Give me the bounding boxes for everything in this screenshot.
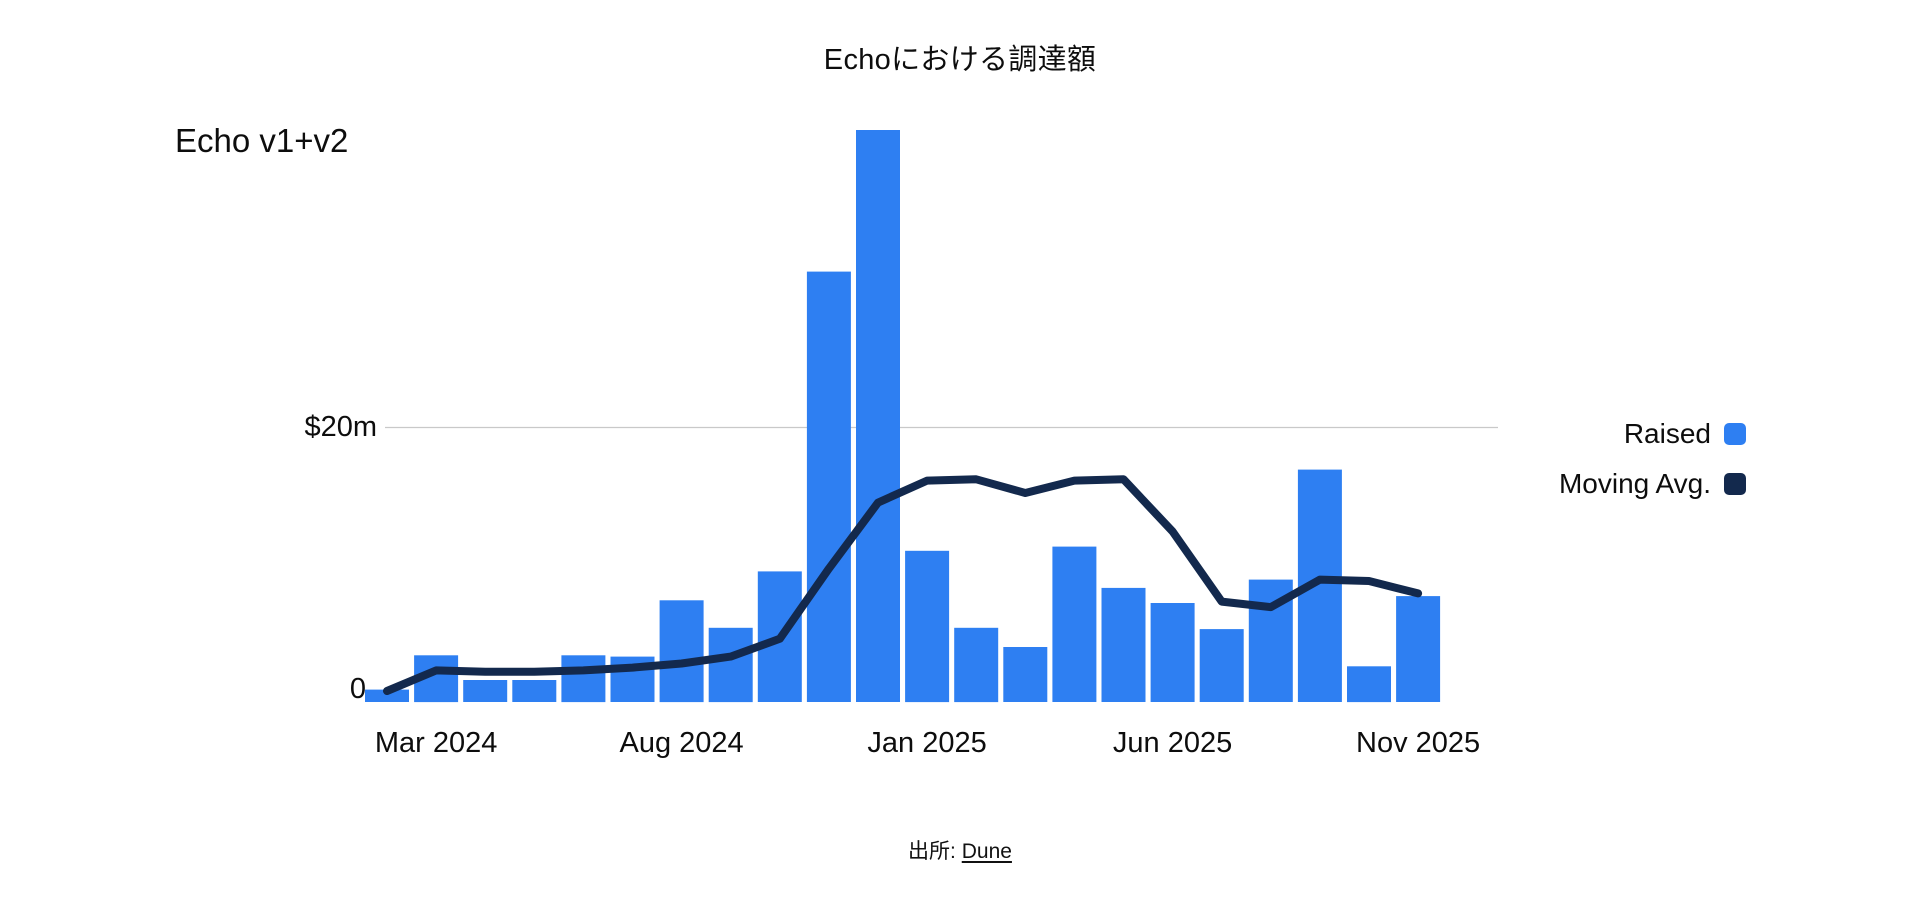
- moving-avg-line: [383, 475, 1423, 695]
- bar-oct-2025: [1347, 666, 1391, 703]
- bar-mar-2025: [1003, 647, 1048, 702]
- bar-may-2024: [512, 680, 557, 702]
- bar-dec-2024: [856, 130, 900, 702]
- bar-sep-2024: [708, 627, 753, 703]
- legend: Raised Moving Avg.: [1559, 419, 1746, 499]
- source-prefix: 出所:: [908, 840, 956, 863]
- bar-aug-2024: [659, 600, 704, 703]
- bar-may-2025: [1101, 587, 1146, 702]
- bar-apr-2024: [463, 680, 508, 702]
- y-axis-label-20m: $20m: [304, 411, 377, 443]
- bar-jun-2024: [561, 655, 606, 703]
- bar-jan-2025: [905, 550, 950, 703]
- y-axis-label-zero: 0: [349, 673, 366, 705]
- legend-item-moving-avg: Moving Avg.: [1559, 469, 1746, 499]
- chart-title: Echoにおける調達額: [823, 44, 1097, 76]
- bar-nov-2025: [1396, 596, 1441, 702]
- legend-item-raised: Raised: [1624, 419, 1746, 449]
- bar-feb-2024: [365, 689, 409, 702]
- x-axis-label-jan-2025: Jan 2025: [867, 727, 987, 759]
- legend-label-moving-avg: Moving Avg.: [1558, 468, 1711, 499]
- source-label: 出所: Dune: [0, 835, 1920, 865]
- bar-jun-2025: [1150, 603, 1195, 702]
- legend-swatch-raised: [1724, 423, 1746, 445]
- x-axis-label-nov-2025: Nov 2025: [1356, 727, 1481, 759]
- legend-label-raised: Raised: [1623, 418, 1711, 449]
- series-annotation: Echo v1+v2: [175, 122, 349, 159]
- bar-jul-2025: [1199, 629, 1244, 702]
- x-axis-label-aug-2024: Aug 2024: [619, 727, 744, 759]
- bar-apr-2025: [1052, 546, 1097, 702]
- bar-nov-2024: [806, 271, 851, 702]
- bar-feb-2025: [954, 627, 999, 703]
- x-axis-label-jun-2025: Jun 2025: [1112, 727, 1233, 759]
- source-link-dune[interactable]: Dune: [961, 840, 1012, 863]
- x-axis-label-mar-2024: Mar 2024: [374, 727, 498, 759]
- legend-swatch-moving-avg: [1724, 473, 1746, 495]
